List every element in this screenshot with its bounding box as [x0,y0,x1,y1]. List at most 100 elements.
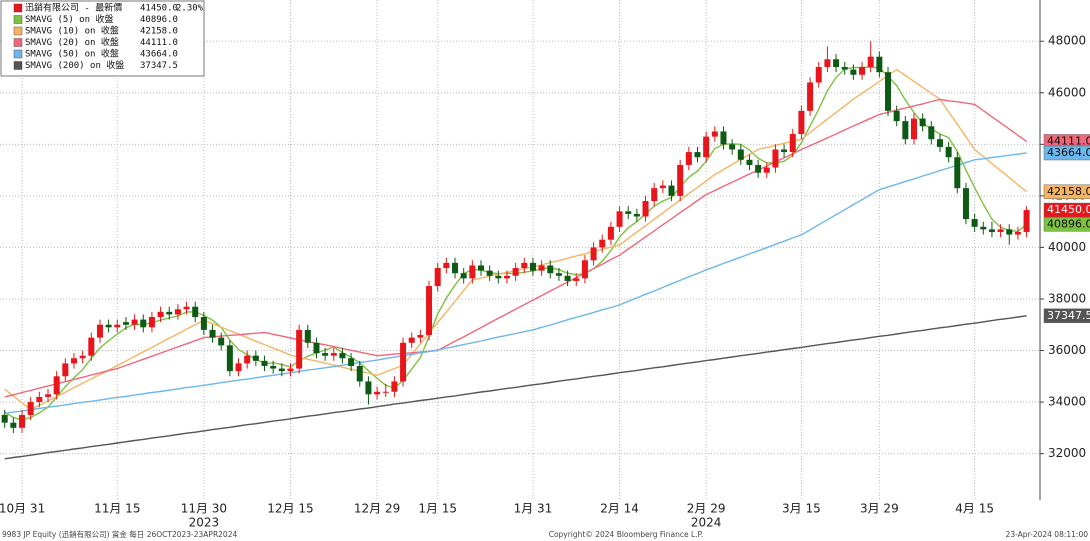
candle-body [218,337,225,346]
candle-body [469,265,476,279]
candle-body [79,355,86,359]
candle-body [503,275,510,279]
candle-body [244,355,251,364]
legend-swatch [13,26,23,36]
candle-body [694,152,701,158]
candle-body [867,56,874,68]
candle-body [166,311,173,315]
candle-body [711,131,718,137]
candle-body [746,159,753,165]
x-tick-label: 2月 14 [600,502,639,516]
candle-body [131,319,138,325]
candle-body [659,185,666,189]
candle-body [590,247,597,261]
candle-body [157,311,164,318]
candle-body [486,270,493,276]
value-tag-label: 43664.0 [1047,146,1090,159]
candle-body [538,265,545,271]
legend-name: SMAVG (50) on 收盤 [25,48,119,60]
value-tag-label: 44111.0 [1047,134,1090,147]
candle-body [625,211,632,214]
candle-body [261,360,268,366]
y-tick-label: 34000 [1048,395,1086,409]
value-tag-label: 37347.5 [1047,309,1090,322]
candle-body [789,134,796,153]
candle-body [954,157,961,189]
candle-body [209,329,216,338]
x-tick-label: 3月 15 [782,502,821,516]
y-tick-label: 32000 [1048,446,1086,460]
grid: 3200034000360003800040000420004400046000… [0,0,1086,530]
x-tick-label: 1月 15 [418,502,457,516]
x-tick-label: 2月 29 [687,502,726,516]
candle-body [997,229,1004,232]
candle-body [607,226,614,240]
candle-body [70,358,77,364]
candle-body [772,149,779,168]
candle-body [452,262,459,274]
candle-body [417,335,424,338]
x-tick-label: 10月 31 [0,502,45,516]
y-tick-label: 46000 [1048,85,1086,99]
candle-body [737,149,744,160]
candle-body [252,355,259,361]
candle-body [183,306,190,310]
candle-body [53,376,60,395]
candle-body [1,414,8,423]
legend-name: 迅銷有限公司 - 最新價 [25,2,122,14]
candle-body [529,262,536,271]
candle-body [339,353,346,359]
legend-name: SMAVG (10) on 收盤 [25,25,119,37]
candle-body [512,268,519,276]
candle-body [988,229,995,232]
candle-body [408,337,415,343]
candle-body [96,324,103,338]
candle-body [885,72,892,111]
candle-body [729,144,736,150]
ma-line [4,152,1027,415]
legend-swatch [13,49,23,59]
value-tag [1043,184,1090,200]
candle-body [365,381,372,395]
candle-body [547,265,554,274]
candle-body [27,402,34,415]
candle-body [270,365,277,369]
candle-body [859,67,866,75]
y-tick-label: 40000 [1048,240,1086,254]
candle-body [460,273,467,279]
candle-body [148,317,155,328]
candle-body [815,67,822,83]
candle-body [573,278,580,281]
candle-body [105,324,112,328]
marks [1,41,1030,460]
candle-body [348,358,355,366]
candle-body [434,268,441,287]
candle-body [850,69,857,75]
x-tick-label: 11月 15 [94,502,140,516]
y-tick-label: 48000 [1048,34,1086,48]
candle-body [200,317,207,330]
candle-body [495,275,502,279]
candle-body [668,185,675,196]
legend-swatch [13,38,23,47]
candle-body [841,67,848,70]
candle-body [703,136,710,158]
value-tag-label: 40896.0 [1047,217,1090,230]
candle-body [911,118,917,140]
candle-body [928,126,935,140]
candle-body [1014,231,1021,235]
candle-body [807,82,814,111]
candle-body [88,337,95,356]
price-tag-label: 41450.0 [1047,203,1090,216]
candle-body [599,239,606,248]
candle-body [876,56,883,73]
candle-body [902,121,909,140]
legend-box [0,0,205,77]
candle-body [226,345,233,372]
x-tick-label: 1月 31 [514,502,553,516]
value-tag [1043,217,1090,232]
candle-body [36,396,43,403]
candle-body [382,391,389,393]
